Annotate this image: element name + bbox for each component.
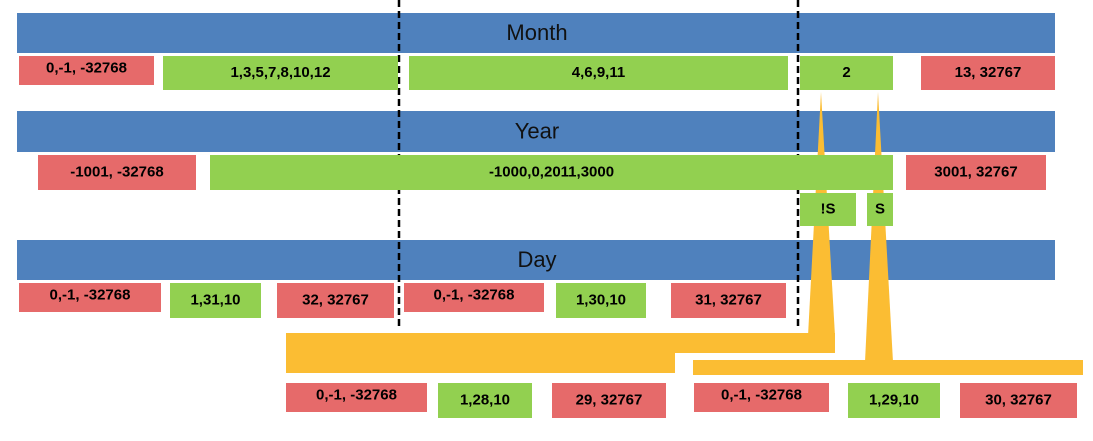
value-box	[438, 383, 532, 418]
value-box	[671, 283, 786, 318]
value-label: 0,-1, -32768	[721, 386, 802, 403]
value-box	[848, 383, 940, 418]
value-box	[170, 283, 261, 318]
value-box	[960, 383, 1077, 418]
value-box	[404, 283, 544, 312]
connector-spike	[865, 92, 893, 362]
value-label: 0,-1, -32768	[46, 59, 127, 76]
value-label: 1,31,10	[190, 291, 240, 308]
value-box	[906, 155, 1046, 190]
value-box	[38, 155, 196, 190]
value-box	[163, 56, 398, 90]
value-label: 1,29,10	[869, 391, 919, 408]
value-label: S	[875, 200, 885, 217]
value-label: 30, 32767	[985, 391, 1052, 408]
value-box	[556, 283, 646, 318]
value-box	[921, 56, 1055, 90]
value-label: !S	[821, 200, 836, 217]
value-box	[286, 383, 427, 412]
value-label: 32, 32767	[302, 291, 369, 308]
connector-bar	[286, 333, 835, 353]
value-box	[552, 383, 666, 418]
value-box	[409, 56, 788, 90]
section-bar	[17, 13, 1055, 53]
value-box	[694, 383, 829, 412]
value-box	[800, 56, 893, 90]
value-label: 3001, 32767	[934, 163, 1017, 180]
value-box	[19, 283, 161, 312]
connector-bar	[693, 360, 1083, 375]
connector-bar	[286, 353, 675, 373]
value-label: 1,28,10	[460, 391, 510, 408]
section-title: Year	[515, 118, 559, 143]
value-label: 29, 32767	[576, 391, 643, 408]
value-label: 4,6,9,11	[572, 64, 625, 81]
value-label: -1000,0,2011,3000	[489, 163, 614, 180]
value-label: 13, 32767	[955, 64, 1022, 81]
value-box	[800, 193, 856, 226]
section-title: Day	[517, 247, 556, 272]
value-label: 1,3,5,7,8,10,12	[230, 64, 330, 81]
section-title: Month	[506, 20, 567, 45]
value-label: 1,30,10	[576, 291, 626, 308]
value-box	[867, 193, 893, 226]
value-label: 0,-1, -32768	[50, 286, 131, 303]
value-label: 0,-1, -32768	[434, 286, 515, 303]
value-label: 31, 32767	[695, 291, 762, 308]
value-label: 2	[842, 64, 850, 81]
value-box	[19, 56, 154, 85]
value-box	[277, 283, 394, 318]
value-box	[210, 155, 893, 190]
value-label: 0,-1, -32768	[316, 386, 397, 403]
section-bar	[17, 111, 1055, 152]
value-label: -1001, -32768	[70, 163, 163, 180]
